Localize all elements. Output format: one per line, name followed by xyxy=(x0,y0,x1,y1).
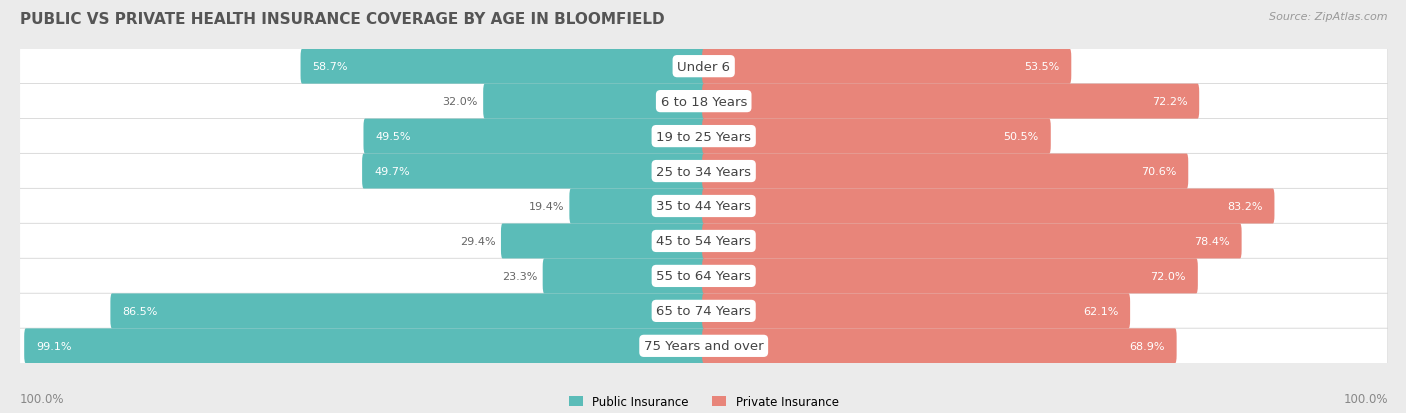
FancyBboxPatch shape xyxy=(501,224,706,259)
FancyBboxPatch shape xyxy=(702,189,1274,224)
Text: 83.2%: 83.2% xyxy=(1227,202,1263,211)
FancyBboxPatch shape xyxy=(20,328,1388,363)
FancyBboxPatch shape xyxy=(702,50,1071,84)
FancyBboxPatch shape xyxy=(111,294,706,329)
FancyBboxPatch shape xyxy=(484,84,706,119)
FancyBboxPatch shape xyxy=(20,189,1388,224)
FancyBboxPatch shape xyxy=(24,329,706,363)
Text: 49.5%: 49.5% xyxy=(375,132,411,142)
Text: 62.1%: 62.1% xyxy=(1083,306,1118,316)
Text: 100.0%: 100.0% xyxy=(20,392,65,405)
FancyBboxPatch shape xyxy=(702,119,1050,154)
FancyBboxPatch shape xyxy=(702,224,1241,259)
Text: 58.7%: 58.7% xyxy=(312,62,347,72)
FancyBboxPatch shape xyxy=(702,329,1177,363)
FancyBboxPatch shape xyxy=(702,84,1199,119)
FancyBboxPatch shape xyxy=(20,84,1388,119)
Text: 32.0%: 32.0% xyxy=(443,97,478,107)
Text: 23.3%: 23.3% xyxy=(502,271,537,281)
Text: 65 to 74 Years: 65 to 74 Years xyxy=(657,305,751,318)
FancyBboxPatch shape xyxy=(301,50,706,84)
Text: 53.5%: 53.5% xyxy=(1024,62,1059,72)
Text: 6 to 18 Years: 6 to 18 Years xyxy=(661,95,747,108)
Text: 75 Years and over: 75 Years and over xyxy=(644,339,763,352)
Text: 55 to 64 Years: 55 to 64 Years xyxy=(657,270,751,283)
FancyBboxPatch shape xyxy=(20,259,1388,294)
FancyBboxPatch shape xyxy=(20,50,1388,85)
Text: 25 to 34 Years: 25 to 34 Years xyxy=(657,165,751,178)
Text: 29.4%: 29.4% xyxy=(460,236,496,247)
Text: Source: ZipAtlas.com: Source: ZipAtlas.com xyxy=(1270,12,1388,22)
Legend: Public Insurance, Private Insurance: Public Insurance, Private Insurance xyxy=(568,395,839,408)
Text: Under 6: Under 6 xyxy=(678,61,730,74)
Text: 100.0%: 100.0% xyxy=(1343,392,1388,405)
Text: 72.0%: 72.0% xyxy=(1150,271,1185,281)
Text: 50.5%: 50.5% xyxy=(1004,132,1039,142)
Text: 86.5%: 86.5% xyxy=(122,306,157,316)
FancyBboxPatch shape xyxy=(20,294,1388,329)
FancyBboxPatch shape xyxy=(364,119,706,154)
Text: 49.7%: 49.7% xyxy=(374,166,409,177)
FancyBboxPatch shape xyxy=(20,154,1388,189)
FancyBboxPatch shape xyxy=(569,189,706,224)
FancyBboxPatch shape xyxy=(363,154,706,189)
FancyBboxPatch shape xyxy=(20,119,1388,154)
FancyBboxPatch shape xyxy=(543,259,706,294)
Text: 19 to 25 Years: 19 to 25 Years xyxy=(657,130,751,143)
FancyBboxPatch shape xyxy=(702,259,1198,294)
Text: 72.2%: 72.2% xyxy=(1152,97,1187,107)
Text: 68.9%: 68.9% xyxy=(1129,341,1164,351)
FancyBboxPatch shape xyxy=(20,224,1388,259)
Text: 78.4%: 78.4% xyxy=(1194,236,1230,247)
Text: PUBLIC VS PRIVATE HEALTH INSURANCE COVERAGE BY AGE IN BLOOMFIELD: PUBLIC VS PRIVATE HEALTH INSURANCE COVER… xyxy=(20,12,664,27)
Text: 19.4%: 19.4% xyxy=(529,202,564,211)
Text: 45 to 54 Years: 45 to 54 Years xyxy=(657,235,751,248)
Text: 99.1%: 99.1% xyxy=(37,341,72,351)
Text: 35 to 44 Years: 35 to 44 Years xyxy=(657,200,751,213)
Text: 70.6%: 70.6% xyxy=(1142,166,1177,177)
FancyBboxPatch shape xyxy=(702,154,1188,189)
FancyBboxPatch shape xyxy=(702,294,1130,329)
